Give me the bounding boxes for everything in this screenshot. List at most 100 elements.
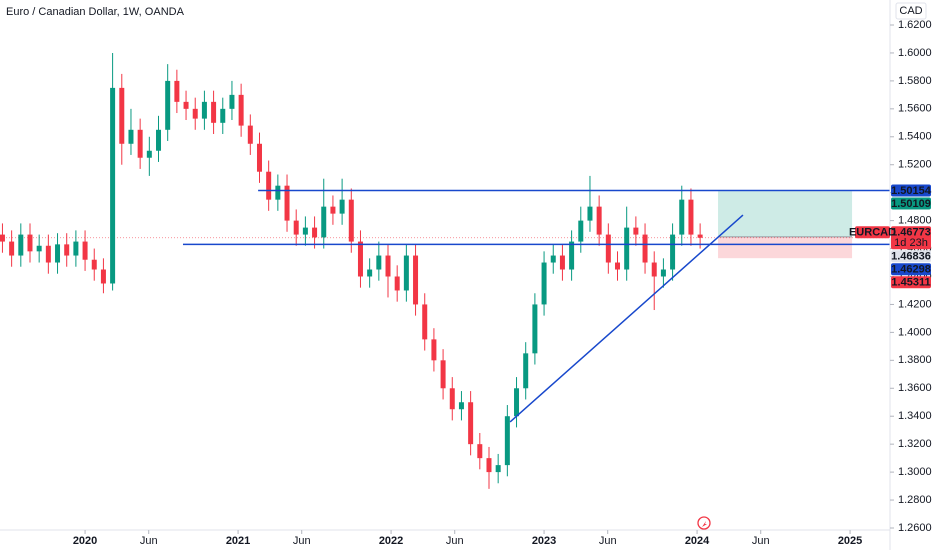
candle-body — [367, 269, 373, 277]
candle-body — [45, 245, 51, 263]
candle-body — [697, 234, 703, 238]
candle-body — [321, 206, 327, 238]
price-tag-label: 1.46298 — [891, 264, 931, 276]
candle-body — [302, 227, 308, 235]
candle-body — [514, 388, 520, 417]
candle-body — [357, 241, 363, 277]
y-tick-label: 1.30000 — [898, 466, 932, 478]
candle-body — [440, 360, 446, 389]
symbol-label: EURCAD — [849, 227, 896, 239]
x-tick-label: Jun — [293, 535, 311, 547]
candle-body — [174, 80, 180, 102]
price-tag-label: 1.45311 — [891, 277, 930, 289]
candle-body — [523, 353, 529, 389]
x-tick-label: Jun — [140, 535, 158, 547]
candle-body — [284, 185, 290, 221]
currency: CAD — [899, 5, 922, 17]
x-tick-label: 2025 — [838, 535, 862, 547]
candle-body — [64, 244, 70, 256]
candle-body — [578, 220, 584, 242]
y-tick-label: 1.54000 — [898, 131, 932, 143]
x-tick-label: Jun — [752, 535, 770, 547]
candle-body — [119, 87, 125, 144]
candle-body — [633, 227, 639, 235]
price-tag-label: 1.46836 — [891, 251, 931, 263]
candle-body — [660, 269, 666, 277]
candle-body — [18, 234, 24, 256]
candle-body — [9, 241, 15, 256]
price-tag — [891, 197, 931, 210]
candle-body — [229, 94, 235, 109]
y-tick-label: 1.62000 — [898, 19, 932, 31]
candle-body — [220, 108, 226, 123]
candle-body — [312, 227, 318, 238]
price-tag-label: 1.50109 — [891, 198, 931, 210]
candle-body — [266, 171, 272, 200]
chart-title: Euro / Canadian Dollar, 1W, OANDA — [6, 6, 185, 18]
countdown: 1d 23h — [894, 237, 928, 249]
logo-bolt — [702, 521, 707, 527]
candle-body — [550, 255, 556, 263]
candle-body — [642, 234, 648, 263]
price-tag — [891, 184, 931, 197]
candle-body — [211, 101, 217, 123]
y-tick-label: 1.60000 — [898, 47, 932, 59]
x-tick-label: Jun — [446, 535, 464, 547]
candle-body — [385, 255, 391, 277]
candle-body — [183, 101, 189, 109]
candle-body — [431, 339, 437, 361]
y-tick-label: 1.58000 — [898, 75, 932, 87]
candle-body — [449, 388, 455, 410]
y-tick-label: 1.32000 — [898, 438, 932, 450]
candle-body — [541, 262, 547, 305]
y-tick-label: 1.26000 — [898, 522, 932, 534]
candle-body — [569, 241, 575, 270]
position-loss — [718, 236, 853, 259]
y-tick-label: 1.34000 — [898, 410, 932, 422]
candle-body — [468, 402, 474, 445]
candle-body — [559, 255, 565, 270]
candle-body — [330, 206, 336, 214]
candle-body — [256, 143, 262, 172]
candle-body — [679, 199, 685, 235]
candle-body — [293, 220, 299, 235]
y-tick-label: 1.48000 — [898, 215, 932, 227]
y-tick-label: 1.40000 — [898, 326, 932, 338]
candle-body — [201, 101, 207, 119]
x-tick-label: 2024 — [685, 535, 710, 547]
candle-body — [624, 227, 630, 270]
currency-box — [895, 2, 927, 20]
candle-body — [532, 304, 538, 354]
trendline — [509, 214, 744, 423]
candle-body — [192, 108, 198, 119]
candle-body — [394, 276, 400, 291]
candle-body — [403, 255, 409, 291]
candle-body — [128, 129, 134, 144]
candle-body — [91, 259, 97, 270]
candle-body — [486, 458, 492, 473]
candle-body — [82, 241, 88, 260]
candle-body — [651, 262, 657, 277]
candle-body — [156, 129, 162, 151]
y-tick-label: 1.36000 — [898, 382, 932, 394]
price-tag — [891, 276, 931, 289]
candle-body — [688, 199, 694, 235]
y-tick-label: 1.52000 — [898, 159, 932, 171]
logo — [697, 516, 711, 530]
candle-body — [587, 206, 593, 221]
candle-body — [504, 416, 510, 466]
x-tick-label: 2022 — [379, 535, 403, 547]
symbol-tag — [855, 226, 890, 239]
x-tick-label: 2023 — [532, 535, 556, 547]
candle-body — [146, 150, 152, 158]
candle-body — [165, 80, 171, 130]
candle-body — [413, 255, 419, 305]
candle-body — [73, 241, 79, 256]
y-tick-label: 1.28000 — [898, 494, 932, 506]
candle-body — [458, 402, 464, 410]
y-tick-label: 1.56000 — [898, 103, 932, 115]
candle-body — [36, 245, 42, 252]
price-tag-label: 1.46773 — [891, 227, 931, 239]
candle-body — [55, 244, 61, 263]
